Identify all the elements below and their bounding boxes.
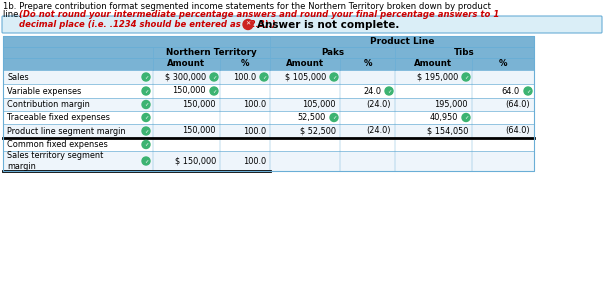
Text: $ 154,050: $ 154,050 (427, 127, 468, 136)
Circle shape (462, 73, 470, 81)
Text: ✓: ✓ (144, 88, 148, 93)
Text: Product line segment margin: Product line segment margin (7, 127, 126, 136)
Bar (3, 58, 534, 70)
Text: (64.0): (64.0) (505, 100, 530, 109)
Text: 105,000: 105,000 (302, 100, 336, 109)
Text: Common fixed expenses: Common fixed expenses (7, 140, 108, 149)
Text: Paks: Paks (321, 48, 344, 57)
Circle shape (524, 87, 532, 95)
Text: ✓: ✓ (144, 115, 148, 120)
Bar (3, 111, 534, 124)
Circle shape (385, 87, 393, 95)
Bar (3, 47, 534, 58)
Text: Sales territory segment
margin: Sales territory segment margin (7, 151, 103, 171)
Circle shape (142, 100, 150, 109)
Text: %: % (499, 59, 507, 68)
Circle shape (142, 87, 150, 95)
Text: 64.0: 64.0 (502, 86, 520, 95)
Circle shape (142, 73, 150, 81)
Bar (3, 138, 534, 151)
Text: ✓: ✓ (144, 142, 148, 147)
Circle shape (142, 113, 150, 122)
Bar (3, 98, 534, 111)
Text: ✓: ✓ (332, 115, 336, 120)
Text: Tibs: Tibs (454, 48, 475, 57)
Circle shape (210, 73, 218, 81)
Text: 100.0: 100.0 (243, 127, 266, 136)
Text: Amount: Amount (414, 59, 453, 68)
Text: 24.0: 24.0 (363, 86, 381, 95)
Circle shape (210, 87, 218, 95)
Text: 100.0: 100.0 (243, 157, 266, 166)
Text: (64.0): (64.0) (505, 127, 530, 136)
Text: $ 150,000: $ 150,000 (175, 157, 216, 166)
Bar (3, 36, 534, 47)
Text: 150,000: 150,000 (183, 100, 216, 109)
Text: (24.0): (24.0) (367, 127, 391, 136)
Text: 100.0: 100.0 (243, 100, 266, 109)
Text: ✓: ✓ (144, 102, 148, 107)
Text: 52,500: 52,500 (298, 113, 326, 122)
Circle shape (260, 73, 268, 81)
Text: Contribution margin: Contribution margin (7, 100, 90, 109)
Text: Sales: Sales (7, 73, 28, 82)
Text: $ 300,000: $ 300,000 (165, 73, 206, 82)
Bar (3, 70, 534, 84)
Text: Traceable fixed expenses: Traceable fixed expenses (7, 113, 110, 122)
Text: Product Line: Product Line (370, 37, 434, 46)
Text: %: % (241, 59, 249, 68)
FancyBboxPatch shape (2, 16, 602, 33)
Circle shape (142, 157, 150, 165)
Text: ✕: ✕ (246, 22, 250, 27)
Circle shape (142, 127, 150, 135)
Text: (24.0): (24.0) (367, 100, 391, 109)
Bar (3, 151, 534, 171)
Text: Northern Territory: Northern Territory (166, 48, 257, 57)
Text: %: % (363, 59, 371, 68)
Text: ✓: ✓ (144, 158, 148, 163)
Circle shape (142, 140, 150, 148)
Text: Amount: Amount (286, 59, 324, 68)
Circle shape (462, 113, 470, 122)
Text: $ 105,000: $ 105,000 (285, 73, 326, 82)
Text: 195,000: 195,000 (434, 100, 468, 109)
Text: ✓: ✓ (144, 74, 148, 79)
Text: ✓: ✓ (262, 74, 266, 79)
Bar (3, 124, 534, 138)
Bar (3, 84, 534, 98)
Text: line.: line. (3, 10, 24, 19)
Text: Amount: Amount (168, 59, 206, 68)
Text: ✓: ✓ (464, 74, 468, 79)
Text: $ 52,500: $ 52,500 (300, 127, 336, 136)
Text: $ 195,000: $ 195,000 (417, 73, 458, 82)
Text: ✓: ✓ (332, 74, 336, 79)
Circle shape (243, 20, 253, 29)
Text: ✓: ✓ (526, 88, 530, 93)
Circle shape (330, 113, 338, 122)
Circle shape (330, 73, 338, 81)
Text: 150,000: 150,000 (172, 86, 206, 95)
Text: 150,000: 150,000 (183, 127, 216, 136)
Text: (Do not round your intermediate percentage answers and round your final percenta: (Do not round your intermediate percenta… (19, 10, 499, 29)
Text: ✓: ✓ (464, 115, 468, 120)
Text: ✓: ✓ (212, 74, 216, 79)
Text: ✓: ✓ (144, 128, 148, 133)
Text: 1b. Prepare contribution format segmented income statements for the Northern Ter: 1b. Prepare contribution format segmente… (3, 2, 491, 11)
Text: 100.0: 100.0 (233, 73, 256, 82)
Text: ✓: ✓ (387, 88, 391, 93)
Text: 40,950: 40,950 (430, 113, 458, 122)
Text: ✓: ✓ (212, 88, 216, 93)
Text: Variable expenses: Variable expenses (7, 86, 81, 95)
Text: Answer is not complete.: Answer is not complete. (257, 20, 399, 29)
Bar (3, 36, 534, 171)
